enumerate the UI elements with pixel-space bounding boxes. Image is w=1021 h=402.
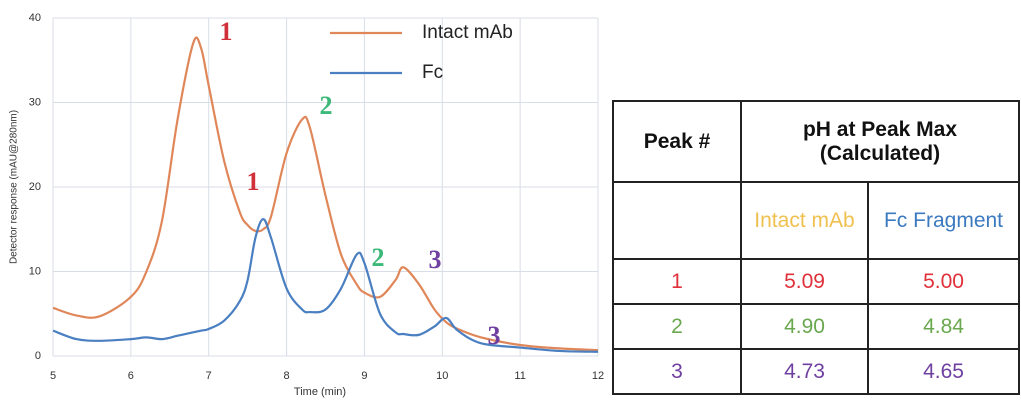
series-line (52, 218, 599, 353)
table-row: 1 5.09 5.00 (612, 258, 1020, 305)
x-tick-label: 5 (50, 370, 56, 382)
table-cell: 5.09 (740, 258, 869, 305)
table-cell: 4.73 (740, 348, 869, 395)
table-row: 2 4.90 4.84 (612, 303, 1020, 350)
peak-annotation: 1 (220, 17, 233, 46)
table-cell: 2 (612, 303, 742, 350)
y-tick-label: 20 (29, 181, 41, 193)
legend-label: Fc (422, 62, 443, 83)
peak-annotation: 3 (429, 245, 442, 274)
chart: Time (min) Detector response (mAU@280nm)… (9, 12, 604, 398)
table-cell: 1 (612, 258, 742, 305)
legend-label: Intact mAb (422, 22, 513, 43)
x-axis-label: Time (min) (294, 386, 346, 398)
x-tick-label: 9 (361, 370, 367, 382)
empty-cell (612, 181, 742, 260)
x-tick-label: 7 (206, 370, 212, 382)
x-tick-label: 8 (284, 370, 290, 382)
subheader-cell: Fc Fragment (867, 181, 1020, 260)
x-tick-label: 12 (592, 370, 604, 382)
series-line (52, 36, 599, 352)
subheader-cell: Intact mAb (740, 181, 869, 260)
header-cell: pH at Peak Max (Calculated) (740, 100, 1020, 183)
table-cell: 5.00 (867, 258, 1020, 305)
y-axis-label: Detector response (mAU@280nm) (9, 110, 20, 264)
x-tick-label: 11 (514, 370, 525, 382)
x-tick-label: 6 (128, 370, 134, 382)
header-cell: Peak # (612, 100, 742, 183)
table-cell: 4.90 (740, 303, 869, 350)
peak-annotation: 3 (488, 321, 501, 350)
table-cell: 3 (612, 348, 742, 395)
x-tick-label: 10 (436, 370, 448, 382)
y-tick-label: 30 (29, 96, 41, 108)
y-tick-label: 40 (29, 12, 41, 24)
table-cell: 4.84 (867, 303, 1020, 350)
table-body: 1 5.09 5.00 2 4.90 4.84 3 4.73 4.65 (612, 258, 1020, 395)
peak-annotation: 2 (320, 91, 333, 120)
ph-table: Peak # pH at Peak Max (Calculated) Intact… (612, 100, 1020, 395)
table-cell: 4.65 (867, 348, 1020, 395)
peak-annotation: 1 (247, 167, 260, 196)
y-tick-label: 0 (35, 350, 41, 362)
peak-annotation: 2 (372, 243, 385, 272)
y-tick-label: 10 (29, 265, 41, 277)
table-row: 3 4.73 4.65 (612, 348, 1020, 395)
